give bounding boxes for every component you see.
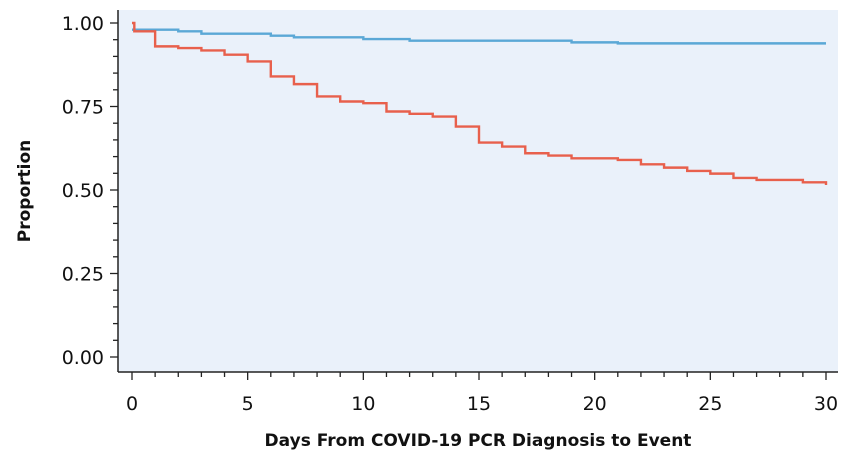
x-tick-label: 30 [814,393,838,415]
y-tick-label: 0.00 [62,347,104,369]
plot-background [118,10,838,372]
y-tick-label: 0.75 [62,97,104,119]
series-line-2 [132,21,828,185]
y-axis: 0.00 0.25 0.50 0.75 1.00 [62,13,118,369]
x-axis-title: Days From COVID-19 PCR Diagnosis to Even… [265,431,692,451]
x-tick-label: 5 [242,393,254,415]
x-tick-label: 20 [583,393,607,415]
x-tick-label: 25 [698,393,722,415]
series-line-1 [132,28,826,45]
x-tick-label: 0 [126,393,138,415]
y-tick-label: 0.25 [62,264,104,286]
series-layer [132,21,828,185]
y-tick-label: 0.50 [62,180,104,202]
y-tick-label: 1.00 [62,13,104,35]
x-axis: 0 5 10 15 20 25 30 [126,372,838,415]
x-tick-label: 15 [467,393,491,415]
y-axis-title: Proportion [15,140,35,243]
x-tick-label: 10 [351,393,375,415]
